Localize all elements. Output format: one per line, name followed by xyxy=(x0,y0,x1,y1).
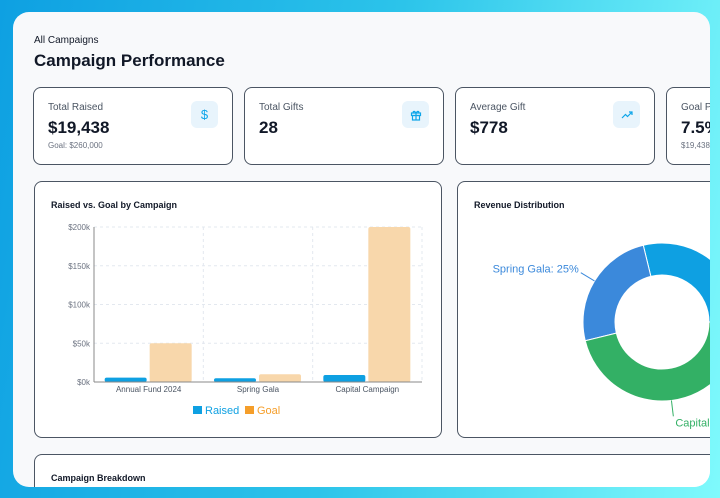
bar-raised xyxy=(214,378,256,382)
bar-goal xyxy=(368,227,411,382)
y-tick-label: $50k xyxy=(73,339,91,348)
chart-title: Raised vs. Goal by Campaign xyxy=(51,200,178,210)
bar-chart: $0k $50k $100k $150k $200k Annual Fund 2024 Sp… xyxy=(68,223,423,417)
legend-label: Goal xyxy=(257,405,280,417)
bar-raised xyxy=(323,375,366,382)
stat-sub: Goal: $260,000 xyxy=(48,141,103,150)
stat-value: $778 xyxy=(470,118,508,137)
stat-card-goal-progress: Goal Progress 7.5% $19,438 of $260,000 xyxy=(666,87,710,165)
dollar-icon: $ xyxy=(191,101,218,128)
donut-slice xyxy=(584,321,710,402)
stat-card-total-gifts: Total Gifts 28 xyxy=(244,87,444,165)
legend-swatch xyxy=(193,406,202,414)
bar-goal xyxy=(149,343,192,382)
stat-label: Average Gift xyxy=(470,102,526,113)
donut-chart: Annual Fund 2024: 29%Spring Gala: 25%Cap… xyxy=(493,242,710,429)
section-title: Campaign Breakdown xyxy=(51,473,146,483)
y-tick-label: $0k xyxy=(77,378,91,387)
stat-value: $19,438 xyxy=(48,118,110,137)
bar-goal xyxy=(259,374,301,382)
slice-label: Spring Gala: 25% xyxy=(493,264,579,276)
stat-sub: $19,438 of $260,000 xyxy=(681,141,710,150)
stat-label: Total Gifts xyxy=(259,102,304,113)
slice-label: Capital Campaign: 46% xyxy=(675,417,710,429)
dashboard-panel: All Campaigns Campaign Performance Total… xyxy=(13,12,710,487)
campaign-breakdown-card: Campaign Breakdown xyxy=(34,454,710,487)
breadcrumb[interactable]: All Campaigns xyxy=(34,35,99,46)
y-tick-label: $150k xyxy=(68,262,91,271)
donut-chart-card: Revenue Distribution Annual Fund 2024: 2… xyxy=(457,181,710,438)
stat-card-total-raised: Total Raised $19,438 Goal: $260,000 $ xyxy=(33,87,233,165)
donut-slice xyxy=(582,244,652,342)
page-title: Campaign Performance xyxy=(34,51,225,70)
stat-label: Goal Progress xyxy=(681,102,710,113)
label-line xyxy=(670,400,674,417)
trending-up-icon xyxy=(613,101,640,128)
legend-swatch xyxy=(245,406,254,414)
x-tick-label: Capital Campaign xyxy=(336,385,400,394)
legend-label: Raised xyxy=(205,405,239,417)
gift-icon xyxy=(402,101,429,128)
stat-card-average-gift: Average Gift $778 xyxy=(455,87,655,165)
stat-value: 28 xyxy=(259,118,278,137)
x-tick-label: Spring Gala xyxy=(237,385,280,394)
y-tick-label: $200k xyxy=(68,223,91,232)
bar-chart-card: Raised vs. Goal by Campaign $0k $50k $100k… xyxy=(34,181,442,438)
stat-value: 7.5% xyxy=(681,118,710,137)
bar-raised xyxy=(104,377,147,382)
donut-slice xyxy=(642,242,710,323)
label-line xyxy=(580,272,595,282)
x-tick-label: Annual Fund 2024 xyxy=(116,385,182,394)
stat-label: Total Raised xyxy=(48,102,104,113)
chart-title: Revenue Distribution xyxy=(474,200,565,210)
y-tick-label: $100k xyxy=(68,301,91,310)
